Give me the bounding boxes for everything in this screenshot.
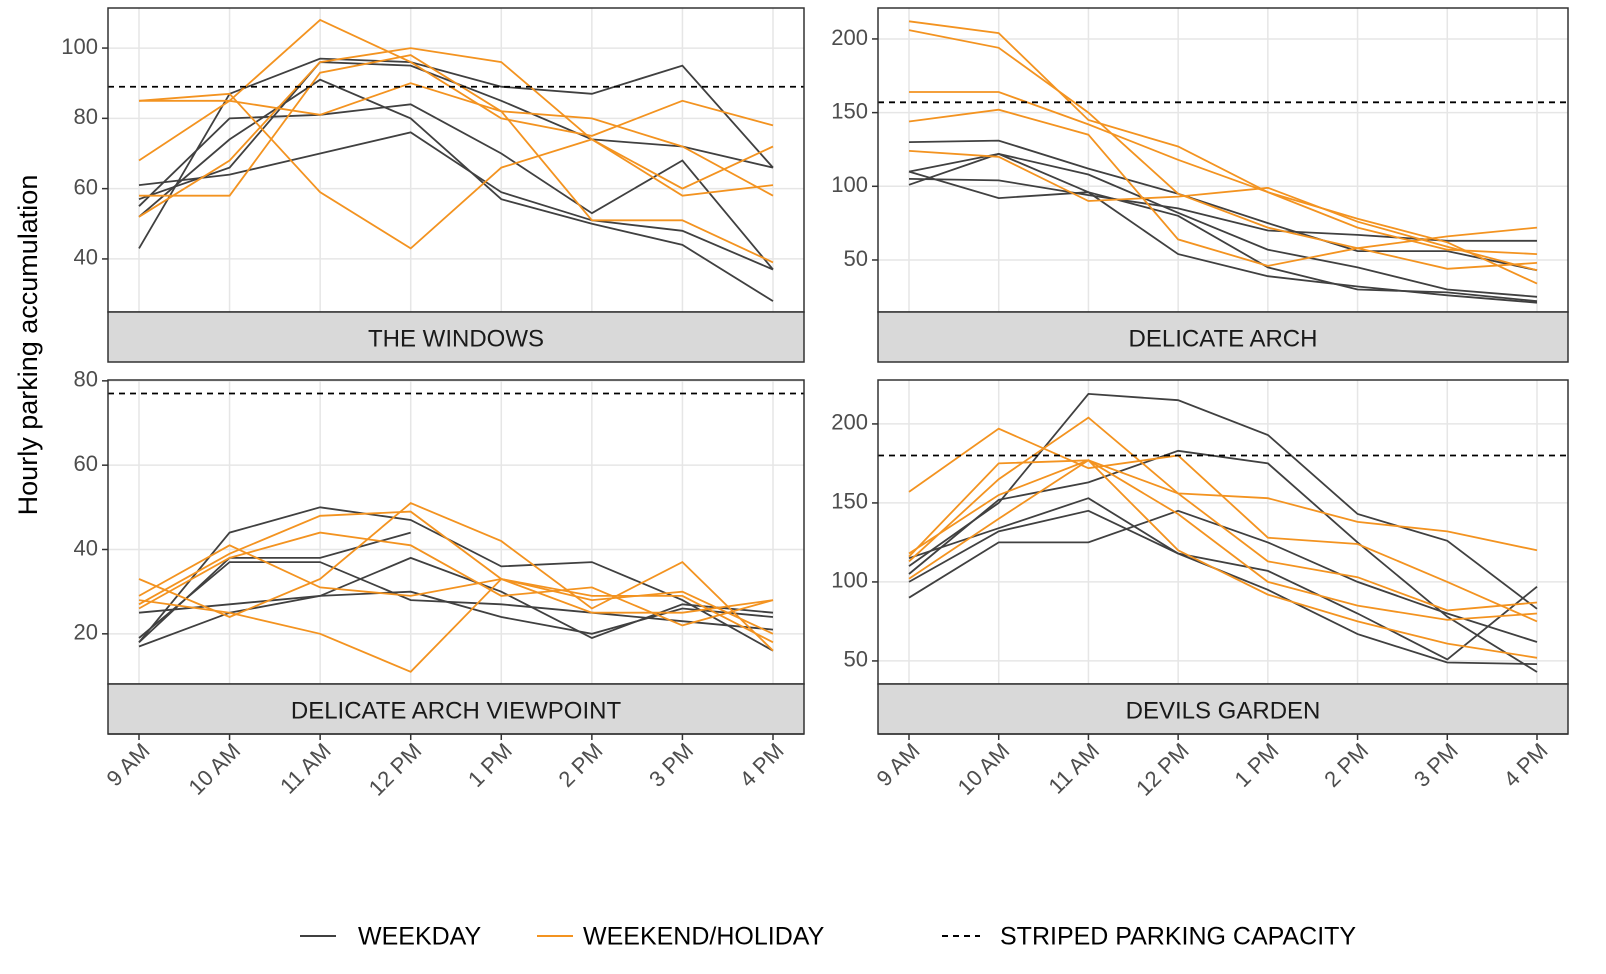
- weekday-line: [908, 152, 1538, 298]
- y-axis-label: Hourly parking accumulation: [13, 175, 43, 516]
- weekday-line: [908, 139, 1538, 272]
- y-tick-label: 40: [74, 535, 98, 560]
- weekend-line: [908, 459, 1538, 612]
- x-tick-label: 2 PM: [1319, 738, 1373, 792]
- x-tick-label: 11 AM: [1043, 738, 1104, 799]
- panel-background: [108, 380, 804, 684]
- weekend-line: [139, 54, 774, 264]
- x-tick-label: 1 PM: [463, 738, 517, 792]
- weekend-line: [138, 47, 774, 218]
- x-tick-label: 11 AM: [275, 738, 336, 799]
- strip: [107, 683, 805, 735]
- strip: [877, 683, 1569, 735]
- weekday-line: [908, 152, 1538, 303]
- weekend-line: [138, 92, 774, 250]
- x-tick-label: 2 PM: [554, 738, 608, 792]
- x-tick-label: 4 PM: [735, 738, 789, 792]
- legend-label: STRIPED PARKING CAPACITY: [1000, 923, 1356, 951]
- x-tick-label: 10 AM: [183, 738, 245, 800]
- y-tick-label: 100: [831, 172, 868, 197]
- x-tick-label: 9 AM: [102, 738, 155, 791]
- y-tick-label: 100: [61, 34, 98, 59]
- weekend-line: [908, 459, 1538, 621]
- weekend-line: [138, 502, 774, 652]
- strip-label: THE WINDOWS: [368, 325, 544, 352]
- weekend-line: [139, 82, 774, 197]
- weekend-line: [138, 544, 774, 644]
- weekday-line: [138, 103, 774, 271]
- y-tick-label: 200: [831, 410, 868, 435]
- panel-background: [878, 380, 1568, 684]
- weekday-line: [908, 170, 1538, 304]
- weekend-line: [138, 531, 774, 627]
- weekday-line: [908, 497, 1538, 661]
- x-tick-label: 1 PM: [1230, 738, 1284, 792]
- weekday-line: [908, 392, 1538, 610]
- weekday-line: [138, 131, 774, 271]
- y-tick-label: 60: [74, 174, 98, 199]
- weekday-line: [138, 78, 774, 302]
- weekend-line: [138, 577, 774, 673]
- weekday-line: [908, 178, 1537, 242]
- weekend-line: [908, 29, 1538, 270]
- legend-label: WEEKDAY: [358, 923, 481, 951]
- x-tick-label: 9 AM: [872, 738, 925, 791]
- weekend-line: [908, 459, 1538, 659]
- y-tick-label: 50: [844, 246, 868, 271]
- legend-label: WEEKEND/HOLIDAY: [583, 923, 825, 951]
- x-tick-label: 12 PM: [1131, 738, 1194, 801]
- weekday-line: [138, 531, 411, 643]
- y-tick-label: 100: [831, 568, 868, 593]
- strip-label: DELICATE ARCH: [1129, 325, 1318, 352]
- y-tick-label: 200: [831, 25, 868, 50]
- weekend-line: [908, 416, 1538, 563]
- y-tick-label: 20: [74, 620, 98, 645]
- y-tick-label: 60: [74, 451, 98, 476]
- x-tick-label: 4 PM: [1499, 738, 1553, 792]
- weekend-line: [909, 91, 1538, 255]
- y-tick-label: 150: [831, 489, 868, 514]
- weekend-line: [908, 108, 1538, 267]
- strip: [877, 311, 1569, 363]
- y-tick-label: 50: [844, 647, 868, 672]
- weekend-line: [138, 510, 774, 635]
- x-tick-label: 3 PM: [644, 738, 698, 792]
- x-tick-label: 12 PM: [364, 738, 427, 801]
- x-tick-label: 10 AM: [953, 738, 1015, 800]
- x-tick-label: 3 PM: [1409, 738, 1463, 792]
- weekend-line: [908, 150, 1538, 272]
- y-tick-label: 80: [74, 367, 98, 392]
- weekday-line: [138, 556, 774, 639]
- strip: [107, 311, 805, 363]
- panel-background: [878, 8, 1568, 312]
- y-tick-label: 40: [74, 245, 98, 270]
- strip-label: DELICATE ARCH VIEWPOINT: [291, 697, 622, 724]
- y-tick-label: 150: [831, 98, 868, 123]
- y-tick-label: 80: [74, 104, 98, 129]
- strip-label: DEVILS GARDEN: [1126, 697, 1321, 724]
